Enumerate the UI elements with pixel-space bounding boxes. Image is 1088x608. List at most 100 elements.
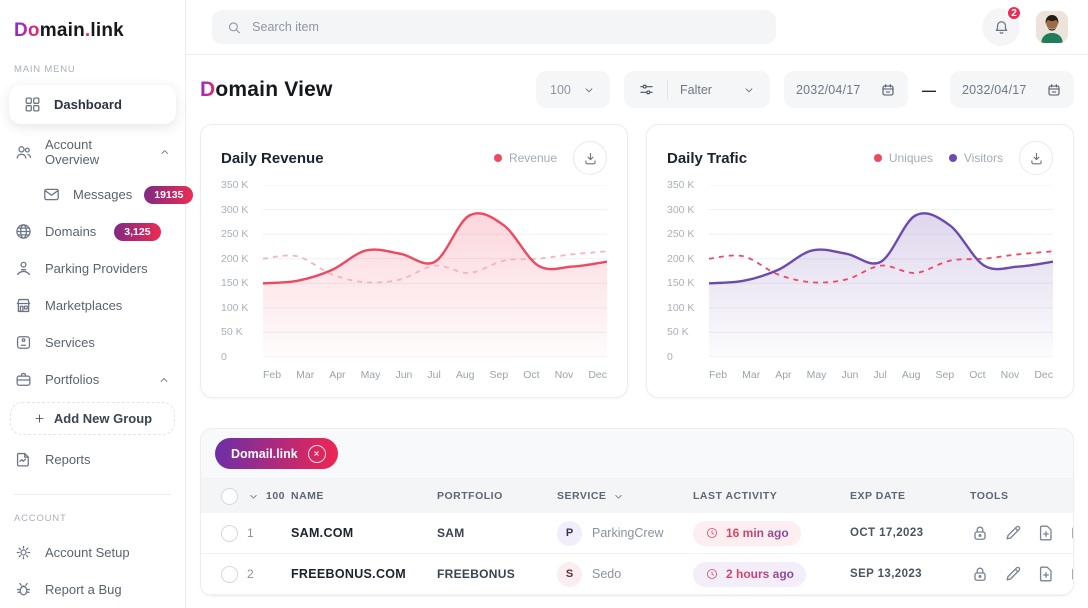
sidebar-item-messages[interactable]: Messages 19135 [0, 176, 194, 213]
sidebar-item-parking-providers[interactable]: Parking Providers [0, 250, 185, 287]
x-tick-label: Aug [901, 369, 921, 381]
notifications-button[interactable]: 2 [982, 5, 1022, 46]
brand-logo: Domain.link [14, 20, 124, 41]
x-tick-label: Apr [775, 369, 792, 381]
y-tick-label: 150 K [667, 277, 695, 290]
y-tick-label: 100 K [221, 301, 249, 314]
lock-icon[interactable] [970, 523, 990, 543]
y-tick-label: 350 K [667, 179, 695, 191]
messages-count-badge: 19135 [144, 185, 194, 204]
calendar-icon [880, 82, 896, 98]
x-tick-label: Mar [742, 369, 761, 381]
y-tick-label: 0 [667, 351, 673, 363]
services-box-icon [14, 333, 33, 352]
y-tick-label: 300 K [221, 203, 249, 216]
x-tick-label: May [360, 369, 381, 381]
x-tick-label: Apr [329, 369, 346, 381]
plus-icon [33, 412, 46, 425]
note-add-icon[interactable] [1069, 564, 1074, 584]
domains-table-card: Domail.link 100 NAME PORTFOLIO SERVICE [200, 428, 1074, 596]
chevron-down-icon [742, 83, 756, 97]
filter-dropdown[interactable]: Falter [624, 71, 770, 108]
download-button[interactable] [573, 141, 607, 175]
legend-dot [948, 154, 957, 162]
parking-provider-icon [14, 259, 33, 278]
add-new-group-button[interactable]: Add New Group [10, 402, 175, 436]
users-icon [14, 143, 33, 162]
calendar-icon [1046, 82, 1062, 98]
chevron-up-icon [157, 373, 171, 387]
column-header-last-activity[interactable]: LAST ACTIVITY [693, 490, 778, 502]
last-activity-cell: 16 min ago [693, 520, 850, 546]
sidebar-item-reports[interactable]: Reports [0, 441, 185, 478]
bug-icon [14, 580, 33, 599]
chart-title: Daily Trafic [667, 149, 748, 167]
daily-trafic-card: Daily Trafic Uniques Visitors 0 50 K 100 K 1… [646, 124, 1074, 398]
chart-title: Daily Revenue [221, 149, 324, 167]
sidebar-item-services[interactable]: Services [0, 324, 185, 361]
daily-revenue-card: Daily Revenue Revenue 0 50 K 100 K 150 K 200… [200, 124, 628, 398]
sidebar-item-account-setup[interactable]: Account Setup [0, 534, 185, 571]
search-input[interactable] [252, 20, 762, 34]
search-bar[interactable] [212, 10, 776, 44]
report-document-icon [14, 450, 33, 469]
lock-icon[interactable] [970, 564, 990, 584]
legend-label: Revenue [508, 151, 557, 165]
note-add-icon[interactable] [1069, 523, 1074, 543]
sidebar-item-portfolios[interactable]: Portfolios [0, 361, 185, 398]
file-add-icon[interactable] [1036, 564, 1056, 584]
sidebar-item-domains[interactable]: Domains 3,125 [0, 213, 185, 250]
row-checkbox[interactable] [221, 524, 238, 542]
legend-item: Visitors [948, 151, 1003, 165]
table-row: 1 SAM.COM SAM P ParkingCrew 16 min ago O… [201, 513, 1073, 554]
date-from-picker[interactable]: 2032/04/17 [784, 71, 908, 108]
sidebar-item-report-a-bug[interactable]: Report a Bug [0, 571, 185, 608]
edit-pencil-icon[interactable] [1003, 523, 1023, 543]
y-tick-label: 250 K [667, 228, 695, 241]
download-button[interactable] [1019, 141, 1053, 175]
domains-count-badge: 3,125 [114, 222, 161, 241]
sidebar-divider [14, 494, 171, 495]
x-tick-label: Nov [554, 369, 574, 381]
row-checkbox[interactable] [221, 565, 238, 583]
sidebar: Domain.link Main Menu Dashboard Account … [0, 0, 194, 608]
legend-dot [493, 154, 502, 162]
domain-name[interactable]: FREEBONUS.COM [291, 567, 407, 581]
mail-icon [42, 185, 61, 204]
legend-dot [873, 154, 882, 162]
sidebar-item-marketplaces[interactable]: Marketplaces [0, 287, 185, 324]
edit-pencil-icon[interactable] [1003, 564, 1023, 584]
last-activity-badge: 2 hours ago [693, 561, 807, 587]
column-header-portfolio[interactable]: PORTFOLIO [437, 490, 503, 502]
x-tick-label: Jul [427, 369, 441, 381]
sidebar-item-dashboard[interactable]: Dashboard [9, 85, 176, 124]
y-tick-label: 0 [221, 351, 227, 363]
column-header-service[interactable]: SERVICE [557, 490, 693, 503]
x-tick-label: Jul [873, 369, 887, 381]
per-page-select[interactable]: 100 [536, 71, 610, 108]
row-count-select[interactable]: 100 [247, 490, 291, 503]
file-add-icon[interactable] [1036, 523, 1056, 543]
column-header-exp-date[interactable]: EXP DATE [850, 490, 906, 502]
portfolio-name: SAM [437, 526, 465, 540]
clock-icon [705, 526, 719, 540]
x-tick-label: Feb [263, 369, 282, 381]
y-tick-label: 50 K [221, 326, 243, 339]
domain-name[interactable]: SAM.COM [291, 526, 354, 540]
storefront-icon [14, 296, 33, 315]
date-to-picker[interactable]: 2032/04/17 [950, 71, 1074, 108]
sidebar-item-account-overview[interactable]: Account Overview [0, 128, 185, 176]
trafic-line-chart [709, 185, 1053, 357]
column-header-name[interactable]: NAME [291, 490, 324, 502]
select-all-checkbox[interactable] [221, 487, 238, 505]
filter-chip-domail-link[interactable]: Domail.link [215, 438, 338, 469]
section-label-main-menu: Main Menu [14, 64, 76, 75]
y-tick-label: 250 K [221, 228, 249, 241]
y-tick-label: 150 K [221, 277, 249, 290]
user-avatar[interactable] [1036, 11, 1068, 43]
search-icon [226, 19, 242, 36]
chip-close-icon[interactable] [307, 444, 326, 463]
table-header-row: 100 NAME PORTFOLIO SERVICE LAST ACTIVITY… [201, 479, 1073, 513]
service-name: ParkingCrew [592, 526, 664, 540]
x-tick-label: Oct [969, 369, 986, 381]
